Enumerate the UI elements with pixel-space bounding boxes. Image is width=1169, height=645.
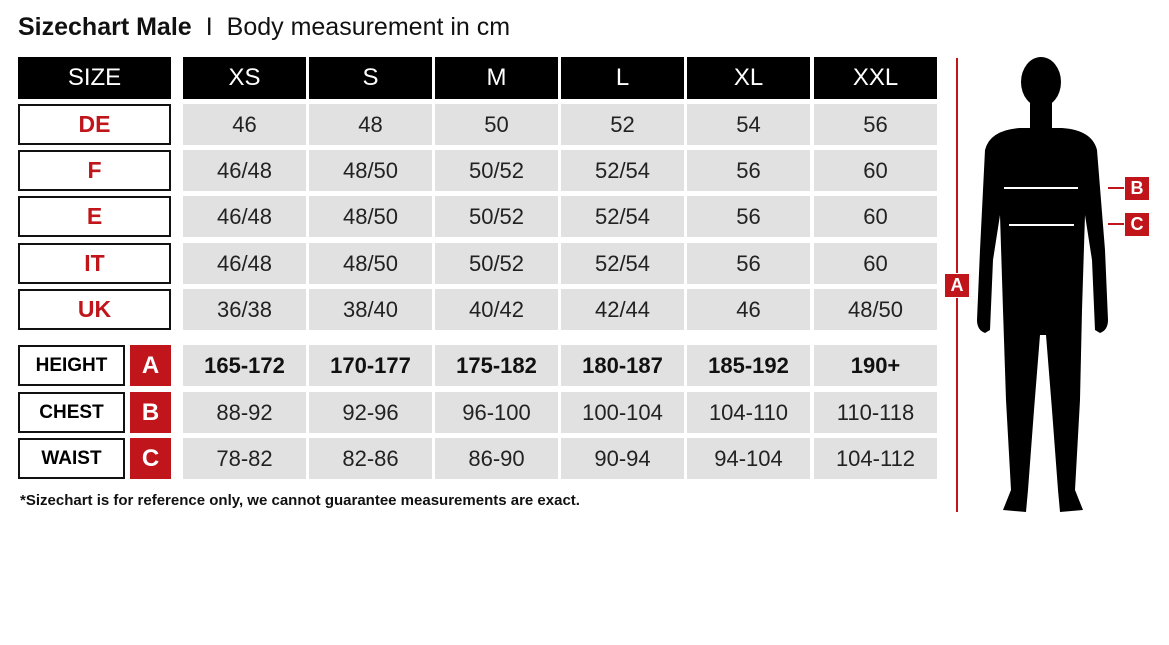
table-cell: 52 (561, 104, 684, 145)
table-cell: 100-104 (561, 392, 684, 433)
title-separator: I (205, 13, 213, 41)
table-cell: 110-118 (814, 392, 937, 433)
size-column-header: XL (687, 57, 810, 99)
table-cell: 50 (435, 104, 558, 145)
table-cell: 175-182 (435, 345, 558, 386)
table-cell: 52/54 (561, 243, 684, 284)
size-header: SIZE (18, 57, 171, 99)
table-cell: 60 (814, 150, 937, 191)
table-cell: 42/44 (561, 289, 684, 330)
table-cell: 40/42 (435, 289, 558, 330)
table-cell: 56 (687, 196, 810, 237)
region-label: IT (18, 243, 171, 284)
size-column-header: XS (183, 57, 306, 99)
table-cell: 180-187 (561, 345, 684, 386)
table-cell: 56 (687, 243, 810, 284)
page-title: Sizechart Male I Body measurement in cm (18, 13, 510, 42)
measurement-label: HEIGHT (18, 345, 125, 386)
table-cell: 94-104 (687, 438, 810, 479)
table-cell: 46 (183, 104, 306, 145)
table-cell: 56 (687, 150, 810, 191)
marker-b: B (1124, 176, 1150, 201)
table-cell: 48 (309, 104, 432, 145)
size-column-header: XXL (814, 57, 937, 99)
male-silhouette (977, 57, 1108, 512)
measurement-label: WAIST (18, 438, 125, 479)
table-cell: 90-94 (561, 438, 684, 479)
table-cell: 104-112 (814, 438, 937, 479)
table-cell: 48/50 (309, 243, 432, 284)
table-cell: 185-192 (687, 345, 810, 386)
measurement-key: B (130, 392, 171, 433)
footnote: *Sizechart is for reference only, we can… (20, 492, 580, 509)
table-cell: 50/52 (435, 196, 558, 237)
region-label: UK (18, 289, 171, 330)
measurement-key: A (130, 345, 171, 386)
table-cell: 48/50 (309, 196, 432, 237)
table-cell: 92-96 (309, 392, 432, 433)
measurement-key: C (130, 438, 171, 479)
table-cell: 165-172 (183, 345, 306, 386)
table-cell: 36/38 (183, 289, 306, 330)
table-cell: 78-82 (183, 438, 306, 479)
table-cell: 52/54 (561, 196, 684, 237)
table-cell: 46/48 (183, 243, 306, 284)
region-label: DE (18, 104, 171, 145)
size-column-header: L (561, 57, 684, 99)
table-cell: 50/52 (435, 243, 558, 284)
table-cell: 104-110 (687, 392, 810, 433)
table-cell: 50/52 (435, 150, 558, 191)
table-cell: 60 (814, 243, 937, 284)
table-cell: 86-90 (435, 438, 558, 479)
table-cell: 54 (687, 104, 810, 145)
table-cell: 60 (814, 196, 937, 237)
table-cell: 56 (814, 104, 937, 145)
table-cell: 190+ (814, 345, 937, 386)
table-cell: 88-92 (183, 392, 306, 433)
table-cell: 48/50 (309, 150, 432, 191)
table-cell: 46/48 (183, 196, 306, 237)
marker-a: A (944, 273, 970, 298)
marker-c: C (1124, 212, 1150, 237)
size-column-header: M (435, 57, 558, 99)
title-subtitle: Body measurement in cm (226, 13, 511, 41)
size-column-header: S (309, 57, 432, 99)
region-label: E (18, 196, 171, 237)
table-cell: 48/50 (814, 289, 937, 330)
table-cell: 170-177 (309, 345, 432, 386)
table-cell: 82-86 (309, 438, 432, 479)
table-cell: 46 (687, 289, 810, 330)
table-cell: 52/54 (561, 150, 684, 191)
table-cell: 46/48 (183, 150, 306, 191)
measurement-label: CHEST (18, 392, 125, 433)
table-cell: 38/40 (309, 289, 432, 330)
title-bold: Sizechart Male (18, 13, 192, 41)
region-label: F (18, 150, 171, 191)
table-cell: 96-100 (435, 392, 558, 433)
